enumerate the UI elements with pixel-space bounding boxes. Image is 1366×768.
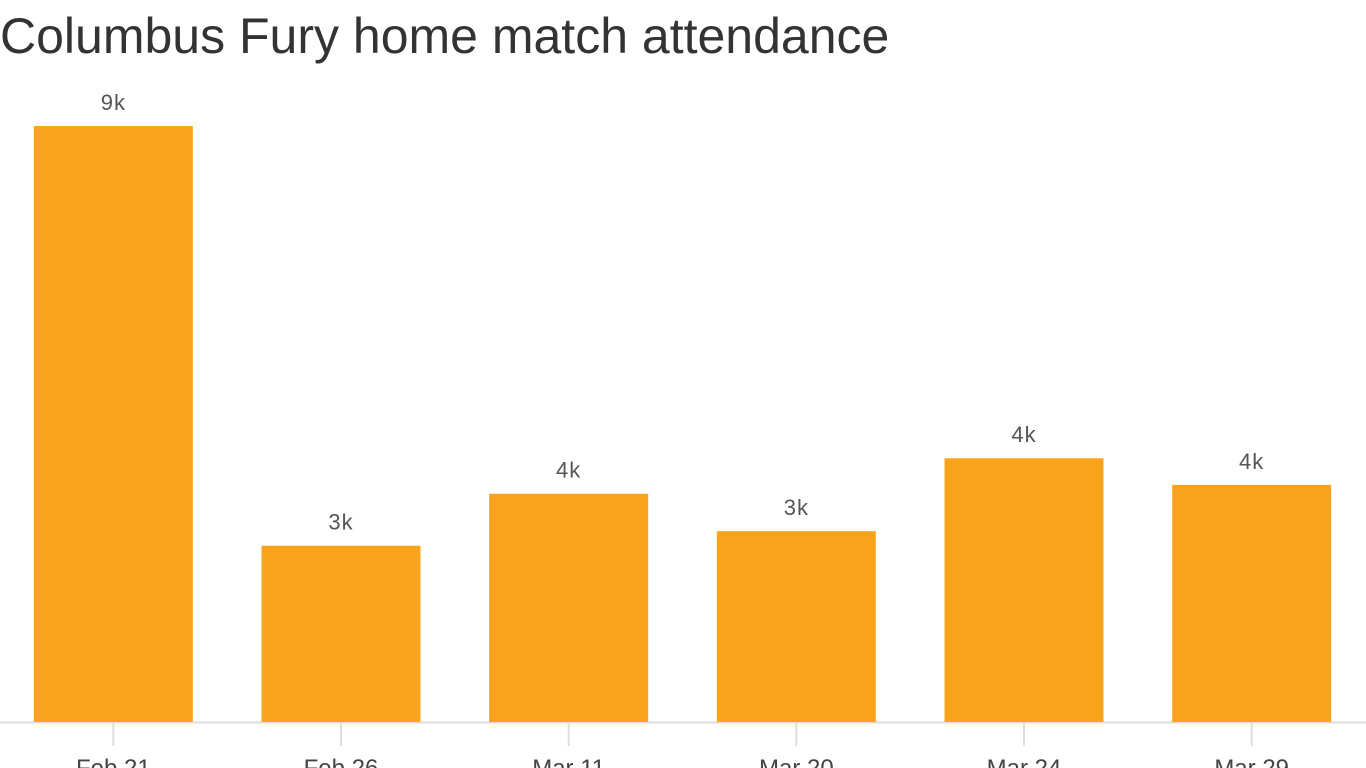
x-tick-label: Mar 20 bbox=[759, 755, 834, 768]
bar bbox=[33, 126, 193, 722]
x-tick-label: Mar 11 bbox=[532, 755, 605, 768]
x-tick-label: Mar 29 bbox=[1214, 755, 1289, 768]
value-label: 4k bbox=[1239, 449, 1264, 474]
value-label: 3k bbox=[328, 510, 353, 535]
value-label: 9k bbox=[101, 90, 126, 115]
bar bbox=[489, 493, 649, 722]
value-label: 4k bbox=[556, 458, 581, 483]
bar bbox=[944, 458, 1104, 722]
chart-title: Columbus Fury home match attendance bbox=[0, 8, 889, 64]
value-label: 3k bbox=[784, 495, 809, 520]
bar bbox=[1172, 484, 1332, 722]
x-tick-label: Mar 24 bbox=[987, 755, 1062, 768]
x-tick-label: Feb 26 bbox=[304, 755, 379, 768]
bar bbox=[261, 545, 421, 722]
bar bbox=[716, 531, 876, 722]
value-label: 4k bbox=[1011, 422, 1036, 447]
x-tick-label: Feb 21 bbox=[76, 755, 151, 768]
